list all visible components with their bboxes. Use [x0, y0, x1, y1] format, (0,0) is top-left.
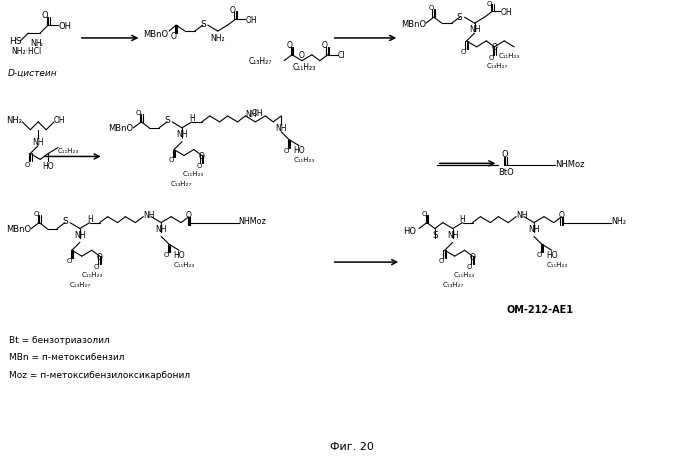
- Text: HS: HS: [10, 37, 22, 46]
- Text: MBnO: MBnO: [6, 224, 31, 234]
- Text: O: O: [322, 41, 328, 50]
- Text: S: S: [432, 230, 438, 240]
- Text: NH: NH: [74, 230, 85, 240]
- Text: O: O: [196, 163, 201, 169]
- Text: C₁₁H₂₃: C₁₁H₂₃: [546, 262, 568, 268]
- Text: OH: OH: [58, 22, 71, 31]
- Text: O: O: [94, 263, 99, 269]
- Text: NH: NH: [155, 224, 167, 234]
- Text: C₁₁H₂₃: C₁₁H₂₃: [498, 53, 520, 59]
- Text: O: O: [487, 1, 492, 7]
- Text: O: O: [186, 211, 192, 220]
- Text: HO: HO: [546, 250, 558, 259]
- Text: OH: OH: [252, 108, 263, 117]
- Text: NHMoz: NHMoz: [555, 160, 584, 168]
- Text: O: O: [467, 263, 473, 269]
- Text: C₁₁H₂₃: C₁₁H₂₃: [173, 262, 194, 268]
- Text: C₁₁H₂₃: C₁₁H₂₃: [294, 157, 315, 163]
- Text: O: O: [24, 162, 30, 168]
- Text: O: O: [136, 110, 141, 116]
- Text: HO: HO: [43, 162, 54, 170]
- Text: C₁₃H₂₇: C₁₃H₂₇: [69, 281, 90, 287]
- Text: C₁₁H₂₃: C₁₁H₂₃: [58, 147, 79, 153]
- Text: MBnO: MBnO: [108, 124, 134, 133]
- Text: NH: NH: [528, 224, 540, 234]
- Text: O: O: [230, 6, 236, 15]
- Text: MBn = п-метоксибензил: MBn = п-метоксибензил: [10, 353, 125, 362]
- Text: S: S: [200, 20, 206, 28]
- Text: O: O: [461, 49, 466, 55]
- Text: OH: OH: [500, 8, 512, 17]
- Text: C₁₃H₂₇: C₁₃H₂₇: [171, 181, 192, 187]
- Text: HO: HO: [173, 250, 185, 259]
- Text: NH: NH: [516, 211, 528, 220]
- Text: H: H: [87, 215, 93, 224]
- Text: NH₂: NH₂: [210, 34, 225, 43]
- Text: O: O: [439, 257, 445, 263]
- Text: Moz = п-метоксибензилоксикарбонил: Moz = п-метоксибензилоксикарбонил: [10, 370, 191, 379]
- Text: NH: NH: [32, 138, 44, 147]
- Text: MBnO: MBnO: [143, 29, 168, 39]
- Text: S: S: [62, 217, 68, 226]
- Text: OH: OH: [54, 116, 66, 125]
- Text: O: O: [283, 147, 289, 153]
- Text: NH: NH: [30, 39, 42, 48]
- Text: O: O: [536, 252, 542, 257]
- Text: O: O: [299, 51, 305, 60]
- Text: C₁₁H₂₃: C₁₁H₂₃: [81, 271, 102, 277]
- Text: NH: NH: [447, 230, 459, 240]
- Text: Cl: Cl: [338, 51, 345, 60]
- Text: Bt = бензотриазолил: Bt = бензотриазолил: [10, 335, 110, 344]
- Text: O: O: [559, 211, 565, 220]
- Text: H: H: [460, 215, 466, 224]
- Text: NH₂·HCl: NH₂·HCl: [11, 47, 41, 56]
- Text: NH₂: NH₂: [6, 116, 22, 125]
- Text: NH: NH: [143, 211, 154, 220]
- Text: O: O: [66, 257, 71, 263]
- Text: MBnO: MBnO: [401, 20, 426, 28]
- Text: O: O: [170, 33, 176, 41]
- Text: NH: NH: [469, 24, 480, 34]
- Text: C₁₃H₂₇: C₁₃H₂₇: [442, 281, 463, 287]
- Text: O: O: [428, 6, 433, 11]
- Text: NH: NH: [176, 130, 188, 139]
- Text: C₁₁H₂₃: C₁₁H₂₃: [292, 63, 315, 72]
- Text: NH: NH: [245, 110, 257, 119]
- Text: O: O: [34, 210, 39, 216]
- Text: C₁₃H₂₇: C₁₃H₂₇: [249, 57, 272, 66]
- Text: OH: OH: [245, 16, 257, 25]
- Text: NHMoz: NHMoz: [238, 217, 266, 226]
- Text: O: O: [502, 150, 509, 159]
- Text: O: O: [199, 151, 205, 161]
- Text: C₁₃H₂₇: C₁₃H₂₇: [487, 62, 508, 68]
- Text: NH₂: NH₂: [612, 217, 626, 226]
- Text: NH: NH: [275, 124, 287, 133]
- Text: O: O: [421, 210, 426, 216]
- Text: O: O: [164, 252, 169, 257]
- Text: O: O: [489, 55, 494, 61]
- Text: HO: HO: [403, 226, 416, 235]
- Text: O: O: [168, 157, 174, 163]
- Text: O: O: [96, 252, 103, 261]
- Text: BtO: BtO: [498, 168, 514, 176]
- Text: D-цистеин: D-цистеин: [8, 69, 57, 78]
- Text: O: O: [42, 11, 48, 20]
- Text: O: O: [286, 41, 292, 50]
- Text: OM-212-АЕ1: OM-212-АЕ1: [507, 305, 573, 315]
- Text: C₁₁H₂₃: C₁₁H₂₃: [454, 271, 475, 277]
- Text: H: H: [189, 114, 195, 123]
- Text: S: S: [456, 13, 463, 22]
- Text: C₁₁H₂₃: C₁₁H₂₃: [182, 171, 203, 177]
- Text: Фиг. 20: Фиг. 20: [330, 441, 373, 451]
- Text: O: O: [491, 43, 497, 52]
- Text: O: O: [470, 252, 475, 261]
- Text: ₂: ₂: [39, 41, 42, 47]
- Text: S: S: [164, 116, 170, 125]
- Text: HO: HO: [293, 146, 305, 155]
